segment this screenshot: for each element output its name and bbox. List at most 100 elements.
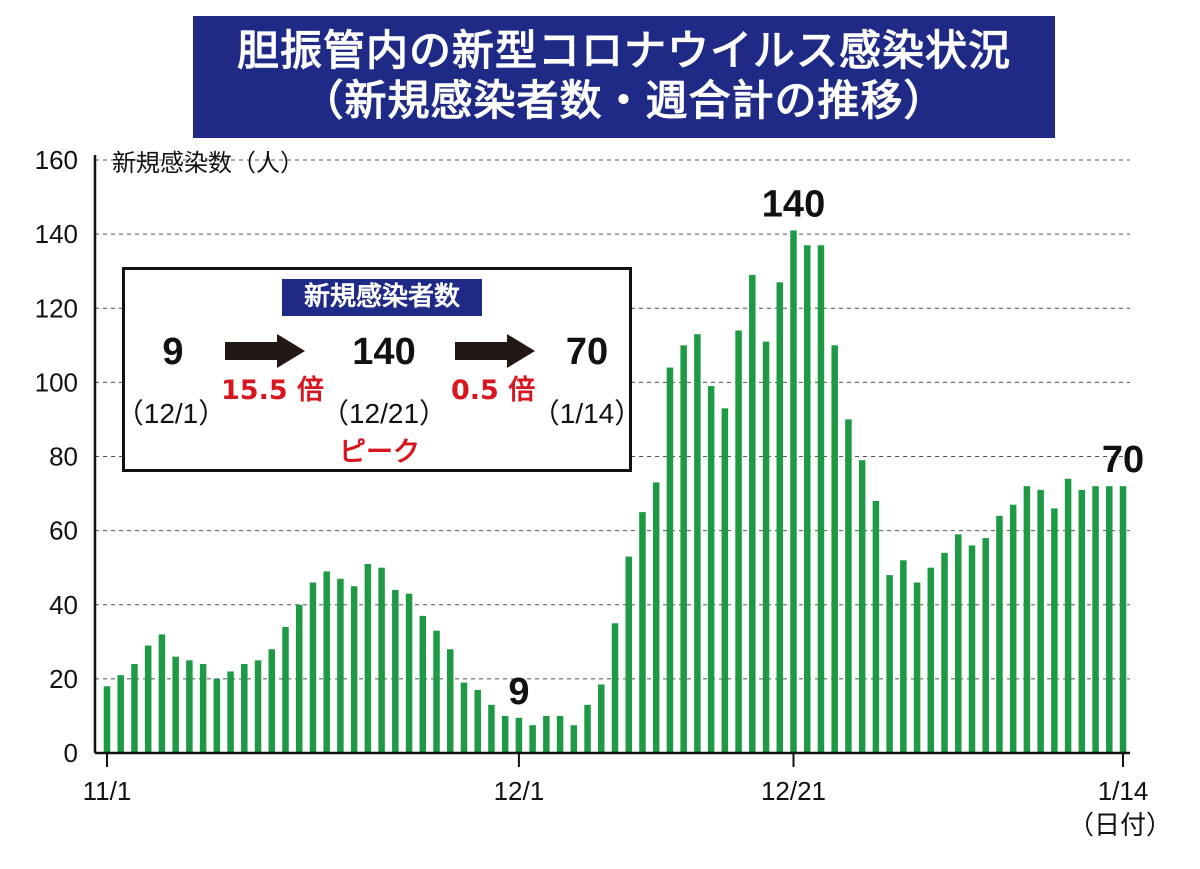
peak-note: ピーク xyxy=(339,437,420,468)
bar xyxy=(474,689,481,753)
bar xyxy=(913,582,921,753)
bar xyxy=(1064,478,1072,753)
data-label: 9 xyxy=(508,671,529,713)
bar xyxy=(392,589,399,753)
x-axis-label: （日付） xyxy=(1068,810,1172,840)
bar xyxy=(666,367,674,753)
bar xyxy=(625,556,632,753)
bar xyxy=(103,686,111,753)
bar xyxy=(1009,504,1017,753)
bar xyxy=(199,664,207,753)
x-tick-label: 12/21 xyxy=(761,776,826,806)
bar xyxy=(350,586,358,753)
x-tick-label: 11/1 xyxy=(83,776,132,806)
bar xyxy=(543,715,550,753)
arrow-right-icon xyxy=(455,334,535,368)
arrow-right-icon xyxy=(225,334,305,368)
bar xyxy=(749,274,756,753)
y-tick-label: 60 xyxy=(49,516,78,546)
bar xyxy=(117,675,124,753)
bar xyxy=(419,615,427,753)
y-tick-label: 0 xyxy=(64,738,78,768)
bar xyxy=(515,717,523,753)
bar xyxy=(1106,486,1113,753)
bar xyxy=(694,334,701,753)
bar xyxy=(776,282,784,753)
bar xyxy=(556,715,564,753)
peak-date: （12/21） xyxy=(320,398,448,429)
bar xyxy=(1092,486,1099,753)
bar xyxy=(900,560,907,753)
chart-title: 胆振管内の新型コロナウイルス感染状況 xyxy=(236,26,1011,75)
bar xyxy=(886,575,893,753)
summary-title: 新規感染者数 xyxy=(282,279,482,316)
bar xyxy=(241,664,248,753)
bar xyxy=(158,634,166,753)
bar xyxy=(433,630,440,753)
bar xyxy=(323,571,330,753)
bar xyxy=(707,386,715,753)
bar xyxy=(501,715,509,753)
bar xyxy=(172,656,179,753)
y-axis-label: 新規感染数（人） xyxy=(112,149,304,177)
bar xyxy=(378,567,385,753)
bar xyxy=(186,660,193,753)
summary-box: 新規感染者数 9 （12/1） 15.5 倍 140 （12/21） ピーク 0… xyxy=(116,267,642,472)
annotations: 9 140 70 xyxy=(508,183,1144,712)
bar xyxy=(735,330,742,753)
y-tick-label: 20 xyxy=(49,664,78,694)
y-tick-label: 160 xyxy=(35,145,78,175)
bar xyxy=(144,645,152,753)
bar xyxy=(790,230,797,753)
bar xyxy=(982,538,989,753)
bar xyxy=(941,552,948,753)
bar xyxy=(1037,489,1044,753)
bar xyxy=(762,341,770,753)
x-tick-label: 12/1 xyxy=(494,776,545,806)
bar xyxy=(858,460,866,753)
bar xyxy=(611,623,619,753)
bar xyxy=(1023,486,1031,753)
bar xyxy=(721,408,729,753)
bar xyxy=(598,684,605,753)
bar xyxy=(570,725,578,753)
end-value: 70 xyxy=(565,331,609,373)
y-tick-label: 40 xyxy=(49,590,78,620)
y-tick-label: 140 xyxy=(35,219,78,249)
bar xyxy=(831,345,838,753)
bar xyxy=(460,682,468,753)
bar xyxy=(254,660,262,753)
decrease-ratio: 0.5 倍 xyxy=(451,375,536,406)
bar xyxy=(309,582,317,753)
chart-subtitle: （新規感染者数・週合計の推移） xyxy=(301,76,947,125)
peak-value: 140 xyxy=(352,331,416,373)
bar xyxy=(337,578,344,753)
bar xyxy=(227,671,234,753)
bar xyxy=(996,515,1003,753)
bar xyxy=(405,593,413,753)
axes xyxy=(93,155,1130,755)
bar xyxy=(652,482,660,753)
bar xyxy=(529,725,536,753)
bar xyxy=(1051,508,1058,753)
y-tick-label: 100 xyxy=(35,367,78,397)
bar xyxy=(955,534,962,753)
bar xyxy=(1119,486,1127,753)
bar xyxy=(295,604,303,753)
bar xyxy=(639,512,646,753)
bar xyxy=(845,419,852,753)
y-tick-label: 80 xyxy=(49,442,78,472)
x-tick-label: 1/14 xyxy=(1098,776,1149,806)
end-date: （1/14） xyxy=(531,398,643,429)
increase-ratio: 15.5 倍 xyxy=(221,375,325,406)
bar xyxy=(927,567,935,753)
x-axis-ticks: 11/1 12/1 12/21 1/14 xyxy=(83,753,1149,806)
bar xyxy=(872,500,880,753)
y-axis-ticks: 0 20 40 60 80 100 120 140 160 xyxy=(35,145,78,768)
bar xyxy=(282,626,289,753)
chart-title-banner: 胆振管内の新型コロナウイルス感染状況 （新規感染者数・週合計の推移） xyxy=(193,16,1055,138)
bar xyxy=(488,704,495,753)
bar xyxy=(131,664,138,753)
data-label: 140 xyxy=(762,183,825,225)
